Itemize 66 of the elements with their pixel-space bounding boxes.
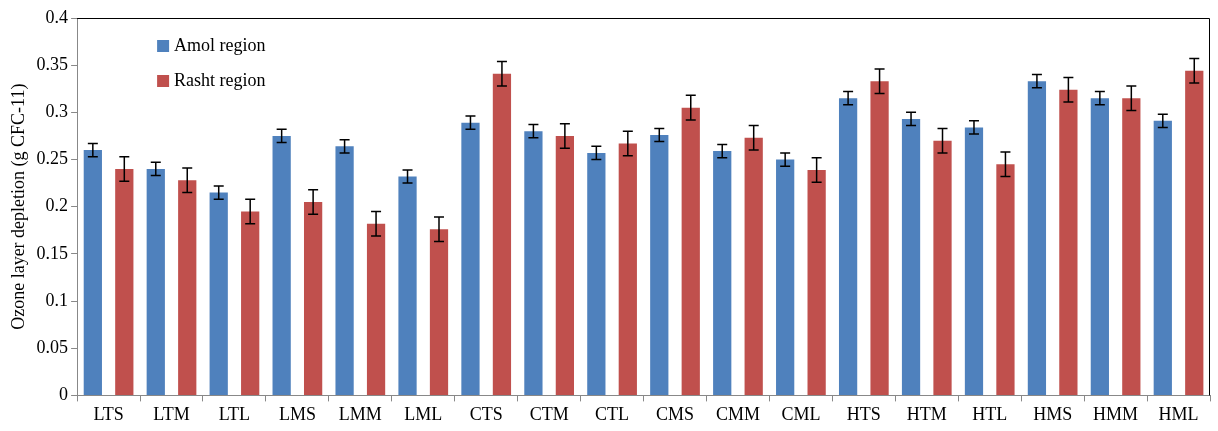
y-tick-label: 0 [59, 384, 69, 405]
x-tick-label: HTL [972, 403, 1008, 424]
x-tick-label: CMM [715, 403, 760, 424]
bar [933, 140, 952, 395]
x-tick-label: CTS [469, 403, 503, 424]
bar [555, 135, 574, 395]
y-tick-label: 0.25 [36, 148, 69, 169]
bar [587, 152, 606, 395]
x-tick-label: LML [404, 403, 443, 424]
bar [241, 211, 260, 395]
bar [807, 169, 826, 395]
bar [996, 164, 1015, 395]
bar [115, 168, 134, 395]
bar [870, 81, 889, 395]
bar [901, 118, 921, 395]
bar [335, 146, 354, 395]
x-tick-label: LTM [153, 403, 190, 424]
bar [1027, 81, 1047, 395]
bar [1153, 120, 1172, 395]
x-tick-label: HML [1158, 403, 1199, 424]
bar [1122, 98, 1141, 395]
bar [776, 159, 795, 395]
bar [650, 134, 669, 395]
bar [838, 98, 858, 395]
x-tick-label: CML [781, 403, 821, 424]
x-tick-label: HTM [906, 403, 947, 424]
bar [1185, 70, 1204, 395]
x-tick-label: HTS [846, 403, 881, 424]
bar [398, 176, 417, 395]
bar [429, 229, 449, 395]
bar [681, 107, 700, 395]
bar [1090, 98, 1109, 395]
bar [366, 223, 386, 395]
x-tick-label: CMS [656, 403, 695, 424]
y-tick-label: 0.15 [36, 242, 69, 263]
bar [964, 127, 984, 395]
x-tick-label: HMS [1033, 403, 1073, 424]
bar [713, 151, 732, 395]
y-tick-label: 0.1 [45, 289, 69, 310]
bar [492, 73, 512, 395]
bar [304, 201, 323, 395]
y-tick-label: 0.05 [36, 336, 69, 357]
bar [272, 135, 291, 395]
bar [83, 150, 102, 395]
bar [618, 143, 637, 395]
bar [524, 131, 543, 395]
y-tick-label: 0.2 [45, 195, 69, 216]
bar [461, 122, 480, 395]
x-tick-label: LTL [218, 403, 251, 424]
bar [178, 180, 197, 395]
y-axis-title: Ozone layer depletion (g CFC-11) [7, 83, 29, 330]
bar [1059, 89, 1078, 395]
bar [744, 137, 763, 395]
legend-label: Amol region [174, 34, 266, 55]
bar [146, 168, 165, 395]
x-tick-label: CTM [529, 403, 569, 424]
bar [209, 192, 228, 395]
y-tick-label: 0.35 [36, 53, 69, 74]
x-tick-label: HMM [1093, 403, 1139, 424]
x-tick-label: LTS [93, 403, 124, 424]
y-tick-label: 0.3 [45, 101, 69, 122]
y-tick-label: 0.4 [45, 6, 69, 27]
legend-label: Rasht region [174, 69, 266, 90]
x-tick-label: CTL [595, 403, 630, 424]
x-tick-label: LMS [278, 403, 316, 424]
x-tick-label: LMM [338, 403, 382, 424]
